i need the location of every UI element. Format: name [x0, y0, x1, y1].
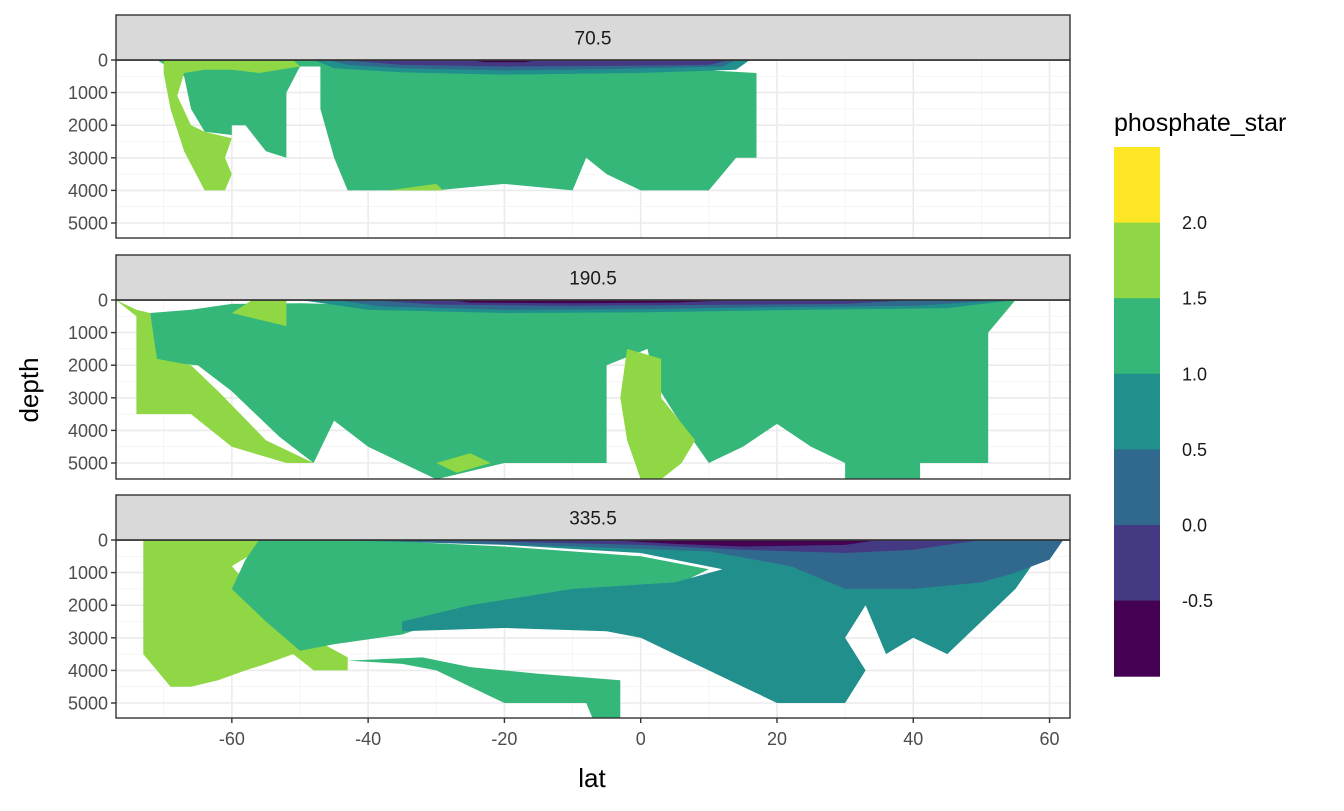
y-tick-label: 5000 — [68, 214, 108, 234]
facet-strip-label: 70.5 — [575, 29, 612, 50]
contour-regions — [116, 300, 1016, 479]
contour-region-7 — [606, 540, 880, 547]
y-tick-label: 4000 — [68, 421, 108, 441]
legend-title: phosphate_star — [1114, 109, 1286, 137]
panel-border — [115, 299, 1071, 480]
facet-panels: 70.5010002000300040005000190.50100020003… — [68, 14, 1071, 719]
x-tick-label: 40 — [903, 729, 923, 749]
x-tick-label: -40 — [355, 729, 381, 749]
contour-region-1 — [150, 300, 1016, 479]
y-tick-label: 1000 — [68, 83, 108, 103]
y-tick-label: 0 — [98, 51, 108, 71]
y-tick-label: 1000 — [68, 563, 108, 583]
x-tick-label: 60 — [1040, 729, 1060, 749]
legend-label: 0.0 — [1182, 516, 1207, 536]
legend-color-bin — [1114, 600, 1160, 677]
y-tick-label: 1000 — [68, 323, 108, 343]
facet-strip — [115, 254, 1071, 301]
x-tick-label: -60 — [219, 729, 245, 749]
facet-panel-2: 190.5 0 1000 2000 3000 4000 5000 — [68, 254, 1071, 480]
contour-region-3 — [388, 183, 444, 191]
contour-region-6 — [340, 60, 730, 67]
contour-region-2 — [116, 300, 314, 463]
legend-color-bin — [1114, 222, 1160, 299]
facet-panel-1: 70.5 0 1000 2000 3000 4000 5000 — [68, 14, 1071, 239]
facet-panel-3: 335.5 0 1000 2000 3000 4000 5000 — [68, 494, 1071, 719]
legend-color-bin — [1114, 298, 1160, 375]
y-tick-label: 5000 — [68, 694, 108, 714]
facet-strip-label: 335.5 — [569, 509, 617, 530]
y-tick-label: 5000 — [68, 454, 108, 474]
legend-color-bin — [1114, 147, 1160, 224]
y-tick-label: 4000 — [68, 661, 108, 681]
legend-color-bin — [1114, 449, 1160, 526]
y-tick-label: 3000 — [68, 628, 108, 648]
legend-label: 1.0 — [1182, 364, 1207, 384]
y-tick-label: 0 — [98, 531, 108, 551]
panel-border — [115, 539, 1071, 719]
panel-border — [115, 59, 1071, 239]
y-axis-label: depth — [14, 357, 44, 422]
contour-region-2 — [163, 60, 300, 191]
legend-label: -0.5 — [1182, 591, 1213, 611]
contour-region-3 — [231, 300, 287, 327]
x-tick-label: 0 — [636, 729, 646, 749]
contour-region-9 — [449, 300, 737, 304]
x-tick-label: -20 — [491, 729, 517, 749]
contour-regions — [156, 60, 757, 191]
y-tick-label: 4000 — [68, 181, 108, 201]
contour-region-4 — [620, 348, 696, 479]
x-axis-label: lat — [578, 763, 606, 793]
y-tick-label: 2000 — [68, 356, 108, 376]
x-tick-label: 20 — [767, 729, 787, 749]
legend-label: 0.5 — [1182, 440, 1207, 460]
contour-region-5 — [436, 453, 491, 473]
legend: phosphate_star 2.0 1.5 1.0 0.5 0.0 -0.5 — [1114, 109, 1286, 677]
legend-color-bin — [1114, 373, 1160, 450]
facet-strip-label: 190.5 — [569, 269, 617, 290]
y-tick-label: 3000 — [68, 388, 108, 408]
legend-label: 1.5 — [1182, 289, 1207, 309]
contour-region-1 — [156, 60, 757, 191]
legend-label: 2.0 — [1182, 213, 1207, 233]
y-tick-label: 3000 — [68, 148, 108, 168]
y-tick-label: 2000 — [68, 596, 108, 616]
contour-region-2 — [231, 540, 709, 651]
facet-strip — [115, 14, 1071, 61]
contour-region-3 — [347, 657, 621, 718]
y-tick-label: 2000 — [68, 116, 108, 136]
x-axis: -60 -40 -20 0 20 40 60 — [219, 718, 1060, 749]
y-tick-label: 0 — [98, 291, 108, 311]
contour-regions — [143, 540, 1064, 718]
contour-region-5 — [368, 540, 1064, 589]
legend-color-bin — [1114, 525, 1160, 602]
contour-region-1 — [143, 540, 348, 687]
